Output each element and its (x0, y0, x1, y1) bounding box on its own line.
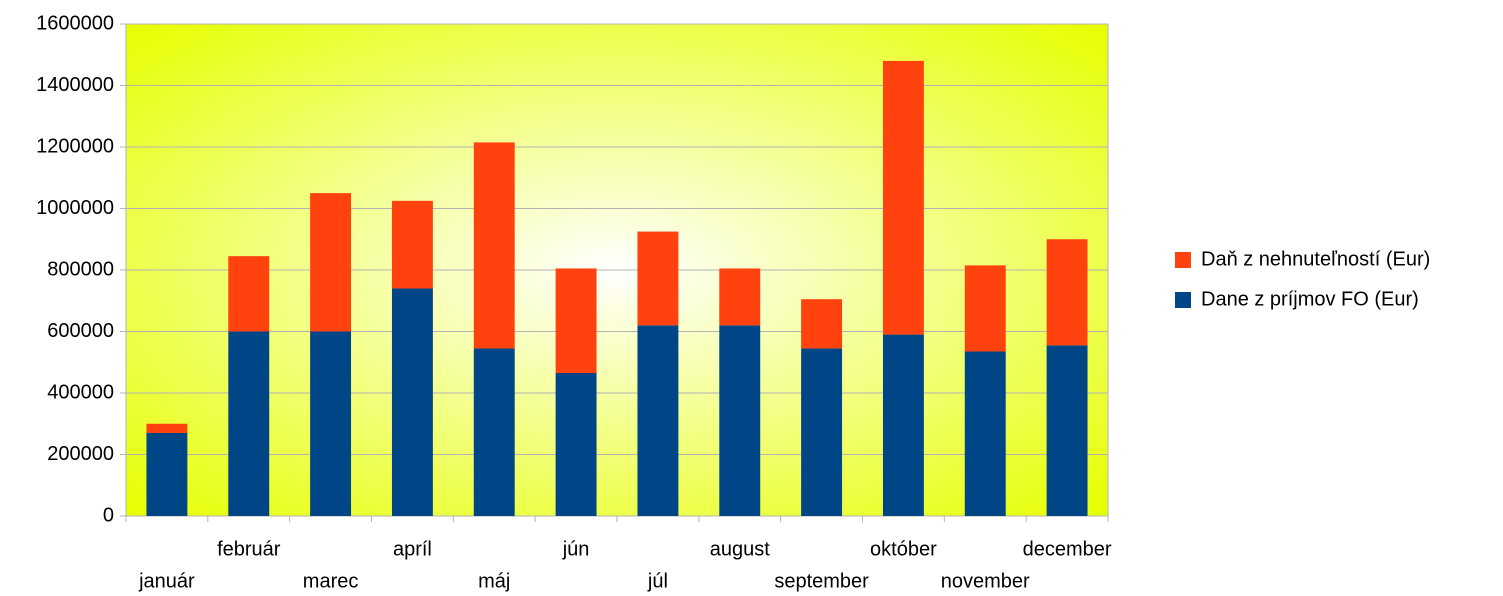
bar-segment (801, 348, 843, 516)
x-tick-label: december (1023, 538, 1112, 560)
x-tick-label: júl (647, 570, 668, 592)
y-tick-label: 800000 (47, 258, 114, 280)
bar-segment (882, 334, 924, 516)
bar-segment (637, 325, 679, 516)
legend-label: Dane z príjmov FO (Eur) (1201, 288, 1419, 310)
bar-segment (719, 325, 761, 516)
y-tick-label: 200000 (47, 443, 114, 465)
x-tick-label: august (710, 538, 770, 560)
bar-segment (555, 373, 597, 516)
y-tick-label: 400000 (47, 381, 114, 403)
x-tick-label: november (941, 570, 1030, 592)
bar-segment (637, 231, 679, 326)
y-tick-label: 1000000 (36, 197, 114, 219)
legend-label: Daň z nehnuteľností (Eur) (1201, 248, 1430, 270)
x-tick-label: máj (478, 570, 510, 592)
legend-swatch (1175, 292, 1191, 308)
y-tick-label: 1600000 (36, 12, 114, 34)
bar-segment (964, 265, 1006, 352)
bar-segment (228, 331, 270, 516)
bar-segment (146, 423, 188, 433)
legend-swatch (1175, 252, 1191, 268)
y-tick-label: 0 (103, 504, 114, 526)
x-tick-label: január (138, 570, 195, 592)
bar-segment (473, 348, 515, 516)
bar-segment (1046, 239, 1088, 346)
x-tick-label: marec (303, 570, 359, 592)
bar-segment (310, 193, 352, 332)
bar-segment (228, 256, 270, 332)
bar-segment (391, 288, 433, 516)
bar-segment (882, 60, 924, 335)
bar-segment (719, 268, 761, 326)
bar-segment (310, 331, 352, 516)
x-tick-label: október (870, 538, 937, 560)
bar-segment (146, 432, 188, 516)
bar-segment (555, 268, 597, 374)
bar-segment (964, 351, 1006, 516)
y-tick-label: 1400000 (36, 74, 114, 96)
x-tick-label: apríl (393, 538, 432, 560)
bar-segment (801, 299, 843, 349)
bar-segment (473, 142, 515, 349)
bar-segment (1046, 345, 1088, 516)
x-tick-label: jún (562, 538, 590, 560)
bar-segment (391, 200, 433, 289)
x-tick-label: február (217, 538, 281, 560)
y-tick-label: 600000 (47, 320, 114, 342)
x-tick-label: september (774, 570, 869, 592)
y-tick-label: 1200000 (36, 135, 114, 157)
